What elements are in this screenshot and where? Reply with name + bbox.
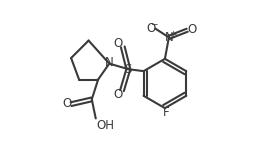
Text: N: N [165,31,174,44]
Text: O: O [146,22,155,35]
Text: OH: OH [96,119,115,132]
Text: +: + [169,30,176,39]
Text: N: N [105,56,114,69]
Text: O: O [187,23,196,36]
Text: F: F [162,106,169,119]
Text: O: O [113,88,122,101]
Text: −: − [150,20,157,29]
Text: O: O [114,37,123,50]
Text: S: S [125,63,132,76]
Text: O: O [62,97,71,110]
